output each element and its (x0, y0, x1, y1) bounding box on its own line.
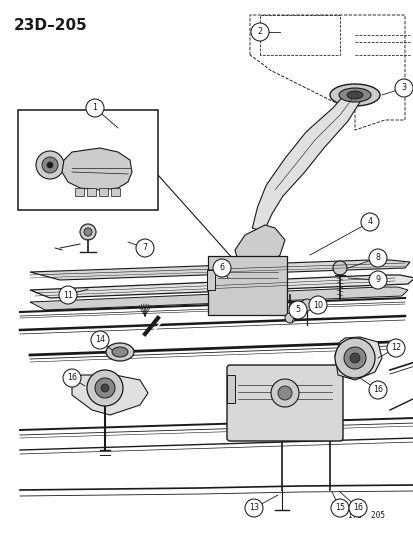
Circle shape (80, 224, 96, 240)
Circle shape (84, 228, 92, 236)
Circle shape (95, 378, 115, 398)
Circle shape (368, 271, 386, 289)
Circle shape (47, 162, 53, 168)
Circle shape (308, 296, 326, 314)
Circle shape (394, 79, 412, 97)
Text: 16: 16 (372, 385, 382, 394)
Text: 13: 13 (248, 504, 259, 513)
Circle shape (332, 261, 346, 275)
Circle shape (284, 313, 294, 323)
Text: 8: 8 (375, 254, 380, 262)
Circle shape (300, 299, 312, 311)
Polygon shape (30, 287, 407, 310)
Text: 7: 7 (142, 244, 147, 253)
Bar (206, 270, 214, 290)
Text: 12: 12 (390, 343, 400, 352)
Bar (99, 188, 108, 196)
Circle shape (334, 338, 374, 378)
Circle shape (349, 353, 359, 363)
Circle shape (271, 379, 298, 407)
Circle shape (386, 339, 404, 357)
Polygon shape (334, 337, 381, 380)
Circle shape (288, 301, 306, 319)
Ellipse shape (346, 91, 362, 99)
FancyBboxPatch shape (207, 256, 286, 315)
Ellipse shape (338, 88, 370, 102)
Circle shape (59, 286, 77, 304)
Bar (87, 188, 96, 196)
Polygon shape (72, 375, 147, 415)
Circle shape (212, 259, 230, 277)
Text: 10: 10 (312, 301, 322, 310)
Circle shape (87, 370, 123, 406)
Circle shape (101, 384, 109, 392)
Circle shape (86, 99, 104, 117)
Text: 5: 5 (295, 305, 300, 314)
Text: 1: 1 (92, 103, 97, 112)
Text: 16: 16 (67, 374, 77, 383)
Circle shape (343, 347, 365, 369)
Circle shape (91, 331, 109, 349)
Polygon shape (30, 260, 409, 280)
Text: 4: 4 (367, 217, 372, 227)
Ellipse shape (106, 343, 134, 361)
Circle shape (63, 369, 81, 387)
Circle shape (250, 23, 268, 41)
Circle shape (348, 499, 366, 517)
Circle shape (42, 157, 58, 173)
Text: 2: 2 (257, 28, 262, 36)
Text: 14: 14 (95, 335, 105, 344)
Ellipse shape (112, 347, 128, 357)
Polygon shape (235, 225, 284, 270)
Circle shape (36, 151, 64, 179)
Circle shape (277, 386, 291, 400)
Polygon shape (62, 148, 132, 190)
Bar (111, 188, 120, 196)
Text: 9: 9 (375, 276, 380, 285)
Circle shape (368, 381, 386, 399)
Ellipse shape (329, 84, 379, 106)
Text: 11: 11 (63, 290, 73, 300)
Text: 6: 6 (219, 263, 224, 272)
Polygon shape (252, 90, 361, 232)
Circle shape (360, 213, 378, 231)
Text: 16: 16 (352, 504, 362, 513)
Text: 23D–205: 23D–205 (14, 18, 88, 33)
Circle shape (244, 499, 262, 517)
Bar (18, 110, 158, 210)
Polygon shape (30, 275, 413, 298)
Text: 172  205: 172 205 (347, 511, 384, 520)
Circle shape (330, 499, 348, 517)
Bar (75, 188, 84, 196)
Circle shape (368, 249, 386, 267)
Circle shape (136, 239, 154, 257)
Text: 3: 3 (401, 84, 406, 93)
Text: 15: 15 (334, 504, 344, 513)
Bar (226, 375, 235, 403)
FancyBboxPatch shape (226, 365, 342, 441)
